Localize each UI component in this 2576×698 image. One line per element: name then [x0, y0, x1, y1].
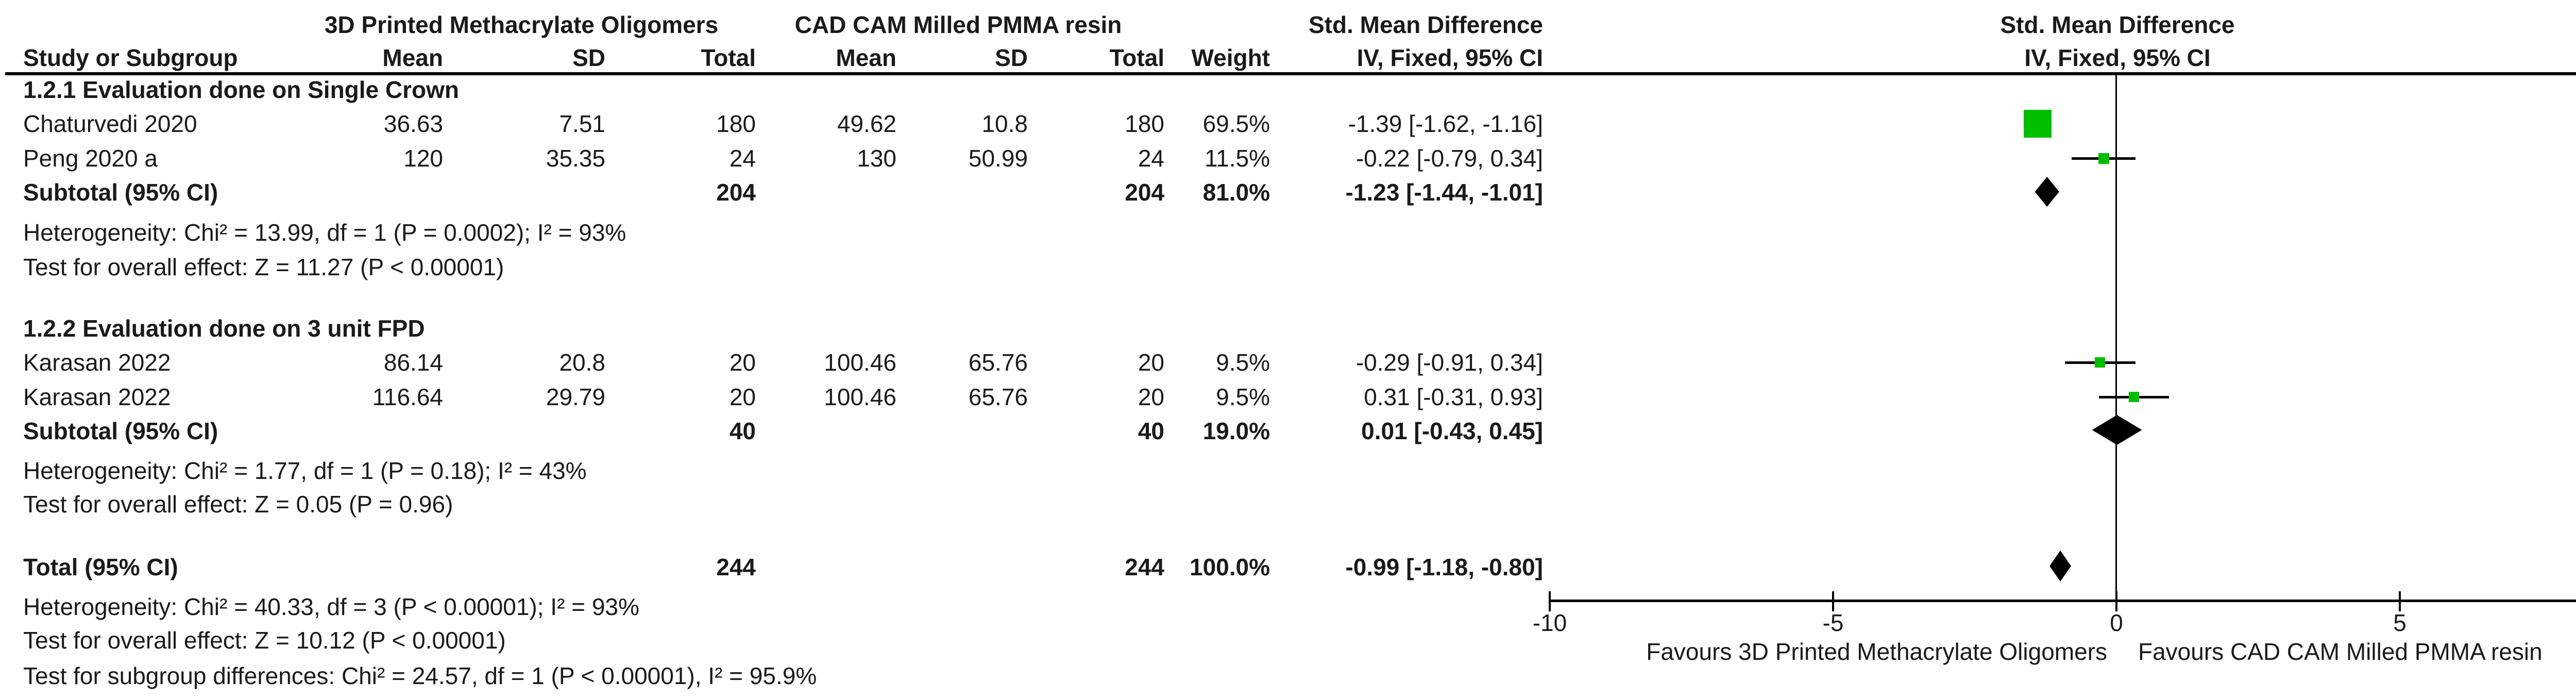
cell-t1: 20 [729, 349, 756, 376]
ci-header-right: IV, Fixed, 95% CI [2024, 44, 2211, 71]
cell-m2: 100.46 [824, 349, 896, 376]
column-header-total-1: Total [701, 44, 756, 71]
axis-line [1549, 600, 2576, 602]
axis-tick-label: -10 [1532, 609, 1567, 636]
subgroup-label: 1.2.2 Evaluation done on 3 unit FPD [23, 315, 425, 342]
cell-t2: 180 [1125, 110, 1164, 137]
cell-m1: 36.63 [383, 110, 443, 137]
cell-t1: 40 [729, 418, 756, 444]
cell-m1: 120 [403, 145, 443, 172]
cell-ci: -0.99 [-1.18, -0.80] [1345, 554, 1543, 580]
axis-tick [1549, 591, 1551, 611]
cell-m2: 49.62 [837, 110, 896, 137]
cell-w: 100.0% [1189, 554, 1270, 580]
cell-t1: 180 [716, 110, 756, 137]
cell-ci: 0.01 [-0.43, 0.45] [1361, 418, 1543, 444]
effect-square [2024, 110, 2052, 138]
note-text: Test for overall effect: Z = 10.12 (P < … [23, 627, 506, 654]
subgroup-label: 1.2.1 Evaluation done on Single Crown [23, 76, 460, 103]
column-header-sd-2: SD [995, 44, 1028, 71]
study-label: Karasan 2022 [23, 384, 171, 410]
cell-t2: 40 [1138, 418, 1164, 444]
group1-header: 3D Printed Methacrylate Oligomers [324, 11, 719, 38]
study-label: Chaturvedi 2020 [23, 110, 197, 137]
axis-tick-label: -5 [1822, 609, 1844, 636]
cell-w: 9.5% [1216, 384, 1270, 410]
cell-sd2: 10.8 [981, 110, 1028, 137]
smd-header-right: Std. Mean Difference [2000, 11, 2235, 38]
cell-sd2: 65.76 [968, 384, 1028, 410]
cell-t2: 204 [1125, 179, 1164, 206]
cell-t2: 20 [1138, 349, 1164, 376]
cell-m1: 86.14 [383, 349, 443, 376]
note-text: Test for overall effect: Z = 0.05 (P = 0… [23, 491, 453, 518]
pooled-diamond [2035, 177, 2059, 207]
column-header-study: Study or Subgroup [23, 44, 238, 71]
note-text: Test for subgroup differences: Chi² = 24… [23, 662, 817, 689]
cell-w: 9.5% [1216, 349, 1270, 376]
cell-ci: -1.23 [-1.44, -1.01] [1345, 179, 1543, 206]
column-header-sd-1: SD [572, 44, 605, 71]
cell-sd2: 50.99 [968, 145, 1028, 172]
axis-tick-label: 5 [2393, 609, 2406, 636]
ci-header-left: IV, Fixed, 95% CI [1357, 44, 1543, 71]
zero-line [2115, 75, 2117, 601]
header-rule [5, 72, 2576, 75]
note-text: Test for overall effect: Z = 11.27 (P < … [23, 254, 504, 280]
cell-ci: 0.31 [-0.31, 0.93] [1364, 384, 1543, 410]
axis-tick [2115, 591, 2117, 611]
note-text: Heterogeneity: Chi² = 40.33, df = 3 (P <… [23, 593, 639, 620]
cell-sd1: 7.51 [559, 110, 605, 137]
cell-t2: 24 [1138, 145, 1164, 172]
cell-t1: 24 [729, 145, 756, 172]
cell-t2: 20 [1138, 384, 1164, 410]
pooled-diamond [2092, 415, 2142, 445]
cell-t1: 20 [729, 384, 756, 410]
column-header-total-2: Total [1109, 44, 1164, 71]
note-text: Heterogeneity: Chi² = 13.99, df = 1 (P =… [23, 219, 626, 246]
subtotal-label: Subtotal (95% CI) [23, 418, 218, 444]
cell-sd2: 65.76 [968, 349, 1028, 376]
smd-header-left: Std. Mean Difference [1309, 11, 1543, 38]
cell-w: 69.5% [1202, 110, 1270, 137]
group2-header: CAD CAM Milled PMMA resin [794, 11, 1122, 38]
effect-square [2095, 357, 2106, 368]
column-header-weight: Weight [1191, 44, 1270, 71]
cell-m2: 130 [857, 145, 896, 172]
column-header-mean-2: Mean [836, 44, 896, 71]
cell-m2: 100.46 [824, 384, 896, 410]
axis-tick-label: 0 [2110, 609, 2123, 636]
cell-t1: 244 [716, 554, 756, 580]
cell-w: 11.5% [1204, 145, 1270, 172]
subtotal-label: Subtotal (95% CI) [23, 179, 218, 206]
cell-m1: 116.64 [372, 384, 443, 410]
cell-ci: -1.39 [-1.62, -1.16] [1348, 110, 1543, 137]
cell-sd1: 20.8 [559, 349, 605, 376]
axis-tick [1832, 591, 1834, 611]
axis-tick [2399, 591, 2401, 611]
cell-w: 81.0% [1202, 179, 1270, 206]
total-label: Total (95% CI) [23, 554, 178, 580]
effect-square [2129, 392, 2140, 402]
cell-ci: -0.29 [-0.91, 0.34] [1355, 349, 1543, 376]
pooled-diamond [2049, 551, 2071, 581]
column-header-mean-1: Mean [382, 44, 443, 71]
cell-t2: 244 [1125, 554, 1164, 580]
study-label: Karasan 2022 [23, 349, 171, 376]
cell-t1: 204 [716, 179, 756, 206]
favours-right-label: Favours CAD CAM Milled PMMA resin [2138, 638, 2543, 665]
cell-sd1: 35.35 [546, 145, 605, 172]
effect-square [2098, 153, 2110, 164]
note-text: Heterogeneity: Chi² = 1.77, df = 1 (P = … [23, 457, 587, 484]
favours-left-label: Favours 3D Printed Methacrylate Oligomer… [1646, 638, 2107, 665]
cell-w: 19.0% [1202, 418, 1270, 444]
cell-sd1: 29.79 [546, 384, 605, 410]
study-label: Peng 2020 a [23, 145, 158, 172]
cell-ci: -0.22 [-0.79, 0.34] [1355, 145, 1543, 172]
